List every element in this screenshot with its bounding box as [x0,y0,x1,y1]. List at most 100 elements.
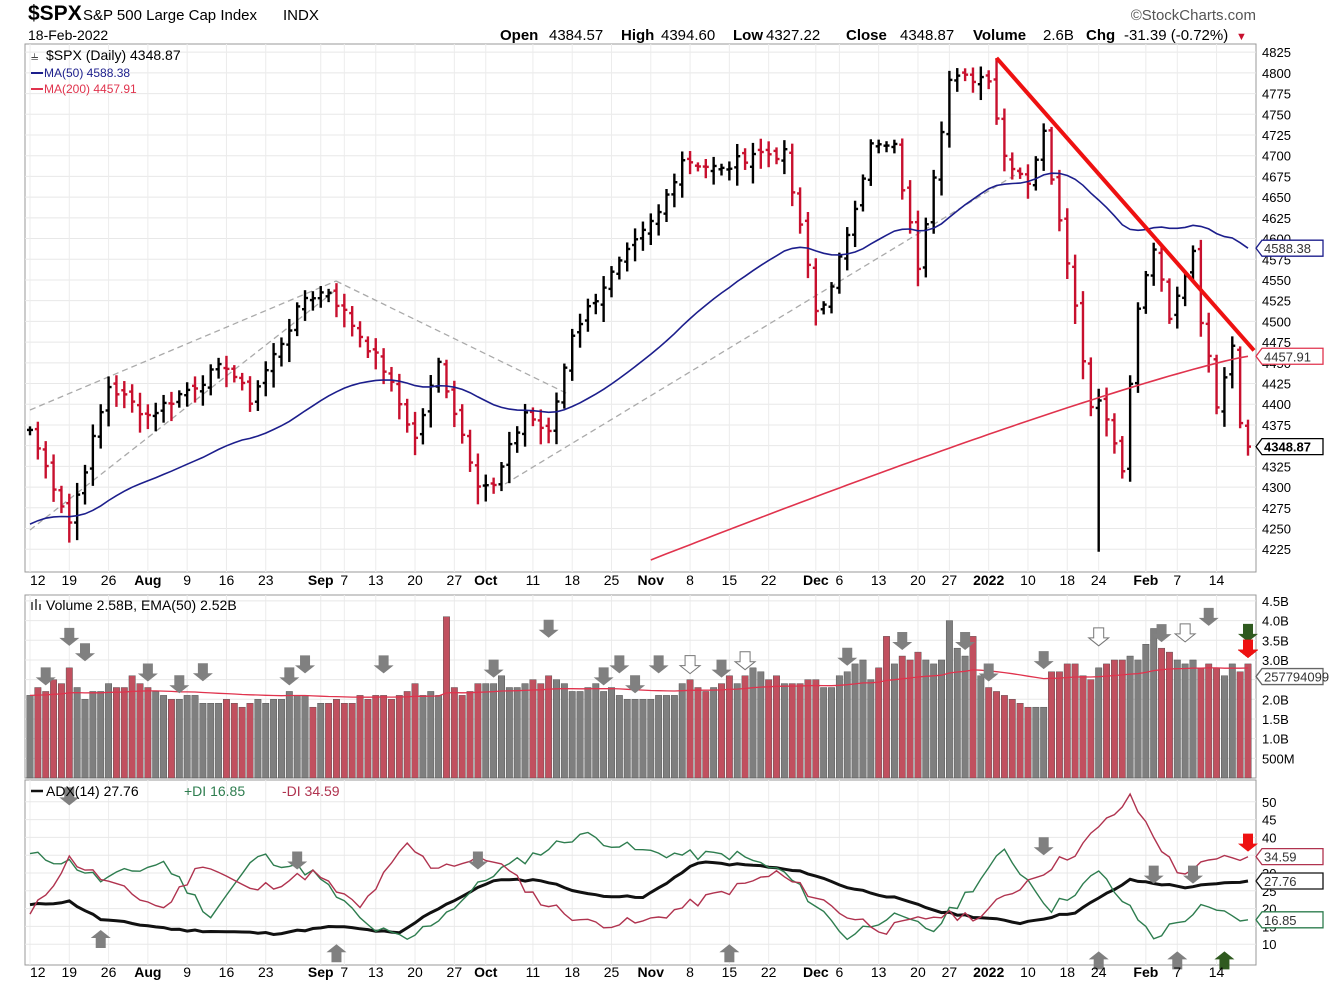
volume-bar [474,683,482,779]
ohlc-bar [624,242,631,272]
mdi-line [29,792,1249,936]
ohlc-bar [1095,388,1102,552]
down-arrow-icon [1143,865,1164,884]
down-arrow-icon [733,651,757,671]
down-arrow-icon [1087,627,1111,647]
down-arrow-icon [1151,624,1172,643]
x-tick-label: 12 [30,572,46,588]
volume-bar [765,679,773,779]
x-tick-label: Dec [803,572,829,588]
x-tick-label: 7 [1173,572,1181,588]
adx-legend-text: ADX(14) 27.76 [46,783,139,799]
ohlc-bar [639,221,646,251]
x-tick-label: 16 [219,964,235,980]
ohlc-bar [113,375,120,407]
down-arrow-icon [169,675,190,694]
ohlc-bar [412,411,419,456]
ohlc-bar [231,365,238,383]
down-arrow-icon [287,851,308,870]
volume-bar [1008,699,1016,779]
ohlc-bar [600,276,607,322]
price-panel [24,43,1257,573]
volume-bar [1087,679,1095,779]
volume-bar [1173,659,1181,779]
price-legend-text: $SPX (Daily) 4348.87 [46,47,181,63]
ohlc-bar [223,355,230,388]
ohlc-bar [985,70,992,90]
x-tick-label: Oct [474,964,498,980]
volume-bar [828,687,835,779]
adx-y-tick: 45 [1262,813,1276,828]
adx-value-label: 27.76 [1255,872,1324,890]
down-arrow-icon [609,655,630,674]
ohlc-bar [192,376,199,403]
x-tick-label: 24 [1091,964,1107,980]
price-y-tick: 4550 [1262,273,1291,288]
x-tick-label: 23 [258,964,274,980]
ohlc-bar [938,121,945,196]
down-arrow-icon [137,663,158,682]
volume-bar [835,675,843,779]
volume-bar [553,679,560,779]
ohlc-bar [734,143,741,186]
volume-bar [867,679,875,779]
volume-arrows [35,607,1258,694]
x-tick-label: 26 [101,572,117,588]
ohlc-bar [215,357,222,379]
ohlc-bar [427,375,434,428]
x-tick-label: 11 [526,572,541,588]
volume-bar [26,695,34,779]
x-tick-label: 23 [258,572,274,588]
volume-bar [466,691,474,779]
volume-bar [623,699,631,779]
volume-bar [81,699,89,779]
price-y-tick: 4775 [1262,87,1291,102]
adx-arrows [59,787,1258,970]
down-arrow-icon [538,619,559,638]
volume-legend-text: Volume 2.58B, EMA(50) 2.52B [46,597,237,613]
volume-bar [372,695,380,779]
volume-bar [945,620,953,779]
ohlc-bar [482,474,489,502]
chart-header: $SPX S&P 500 Large Cap Index INDX ©Stock… [28,2,1256,44]
ma50-legend-text: MA(50) 4588.38 [44,66,130,80]
volume-bar [1048,671,1055,779]
ohlc-bar [930,169,937,234]
x-tick-label: 20 [910,964,926,980]
down-arrow-icon [1182,865,1203,884]
volume-y-tick: 3.5B [1262,633,1289,648]
brand[interactable]: ©StockCharts.com [1131,7,1256,24]
price-y-tick: 4325 [1262,459,1291,474]
ohlc-bar [247,376,254,412]
x-tick-label: 2022 [973,572,1004,588]
down-arrow-icon [978,663,999,682]
volume-bar [1063,663,1071,779]
volume-bar [914,651,922,779]
ohlc-bar [1221,367,1228,427]
down-arrow-icon [295,655,316,674]
volume-bar [293,695,301,779]
ohlc-bar [302,290,309,321]
volume-bar [545,675,553,779]
down-arrow-icon [1238,623,1258,642]
ohlc-bar [89,424,96,486]
ohlc-bar [844,227,851,271]
x-tick-label: 11 [526,964,541,980]
volume-bar [144,687,152,779]
volume-bar [89,691,97,779]
x-tick-label: Aug [134,572,161,588]
volume-bar [725,675,733,779]
x-tick-label: Feb [1133,964,1158,980]
volume-bar [105,683,113,779]
dashed-uptrend-2 [29,289,337,531]
volume-bar [788,683,796,779]
volume-bar [168,699,175,779]
ohlc-bar [262,361,269,397]
ohlc-bar [592,293,599,315]
volume-bar [1150,628,1158,779]
x-tick-label: 6 [835,964,843,980]
ohlc-bar [561,363,568,409]
ohlc-bar [647,213,654,245]
price-y-tick: 4525 [1262,294,1291,309]
